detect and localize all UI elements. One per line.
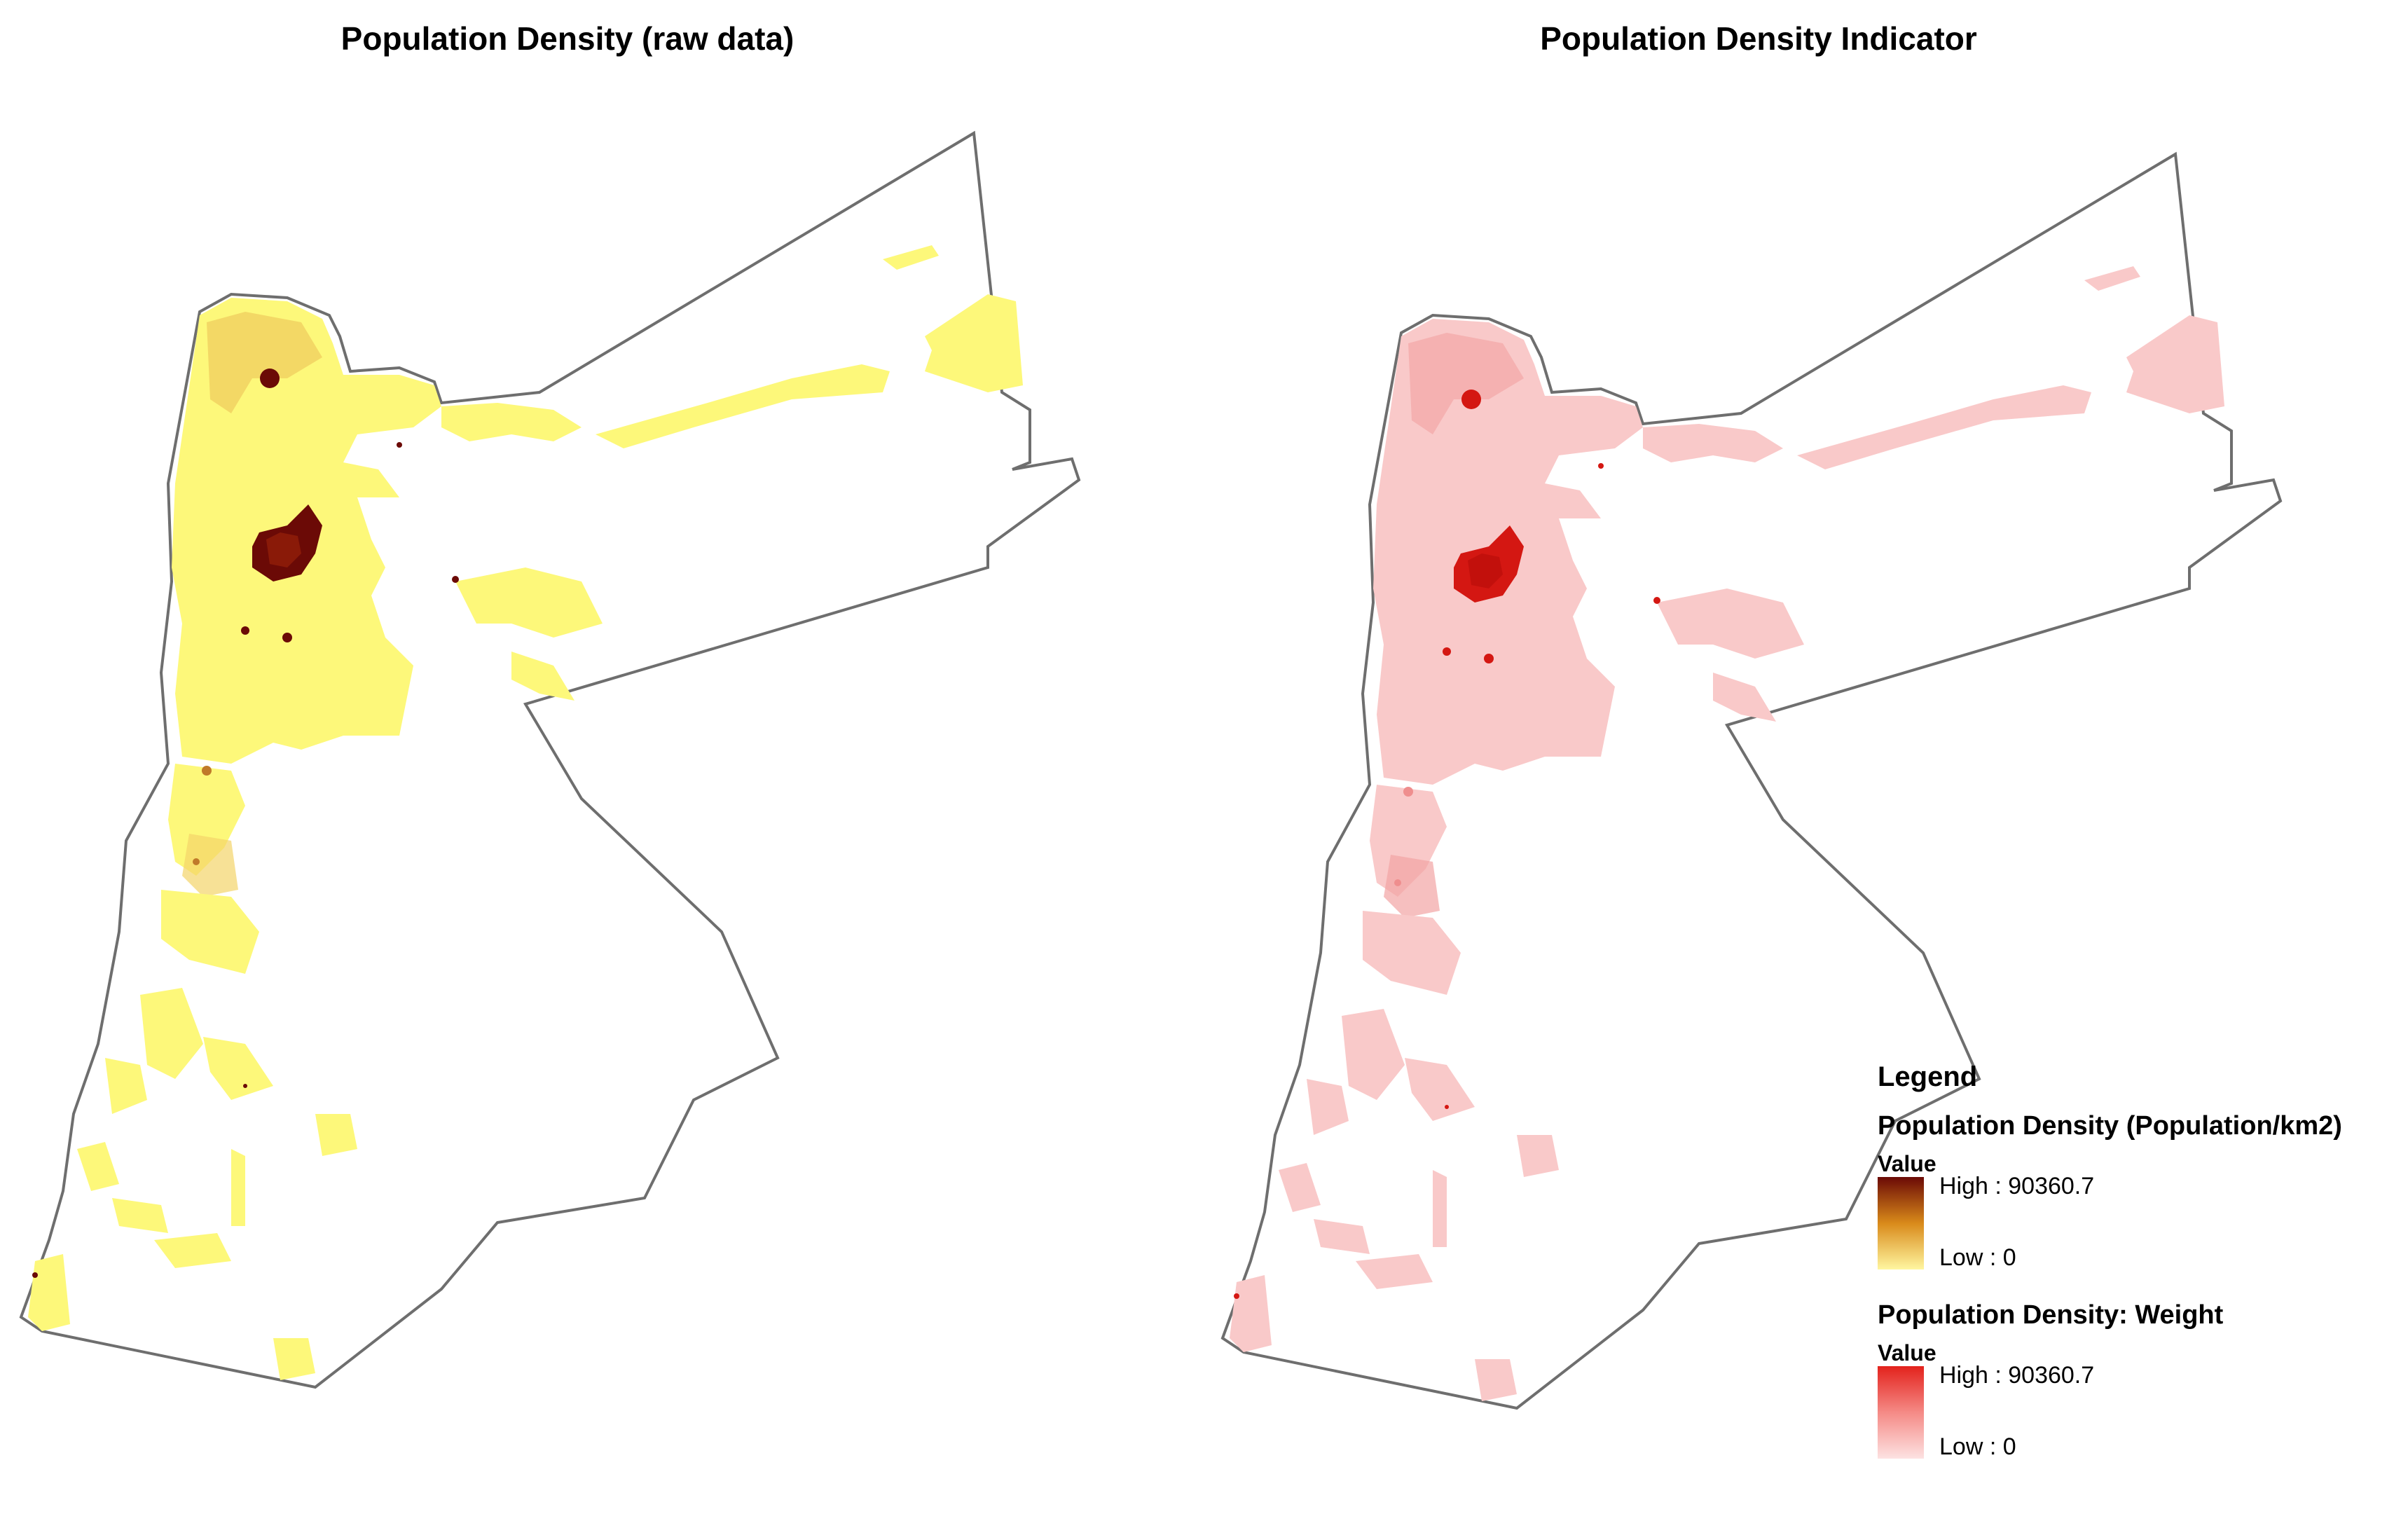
legend-layer-raw-title: Population Density (Population/km2)	[1878, 1111, 2342, 1141]
legend-heading: Legend	[1878, 1061, 1978, 1092]
legend: Legend Population Density (Population/km…	[1878, 1061, 2396, 1471]
color-ramp-weight	[1878, 1366, 1924, 1459]
map-density-indicator	[1221, 153, 2282, 1410]
map-raw-density	[20, 132, 1080, 1389]
legend-layer-weight-value-label: Value	[1878, 1340, 1936, 1365]
density-raster-raw	[28, 245, 1023, 1380]
map-title-indicator: Population Density Indicator	[1540, 20, 1977, 57]
density-raster-weight	[1230, 266, 2224, 1401]
country-border	[20, 132, 1080, 1389]
legend-ramp-weight: High : 90360.7 Low : 0	[1878, 1362, 2396, 1471]
legend-weight-low: Low : 0	[1939, 1433, 2016, 1460]
legend-raw-high: High : 90360.7	[1939, 1173, 2095, 1199]
legend-layer-raw-value-label: Value	[1878, 1151, 1936, 1176]
legend-raw-low: Low : 0	[1939, 1244, 2016, 1271]
legend-layer-weight-title: Population Density: Weight	[1878, 1300, 2224, 1330]
map-title-raw: Population Density (raw data)	[340, 20, 794, 57]
legend-ramp-raw: High : 90360.7 Low : 0	[1878, 1173, 2396, 1282]
color-ramp-raw	[1878, 1177, 1924, 1269]
legend-weight-high: High : 90360.7	[1939, 1362, 2095, 1389]
